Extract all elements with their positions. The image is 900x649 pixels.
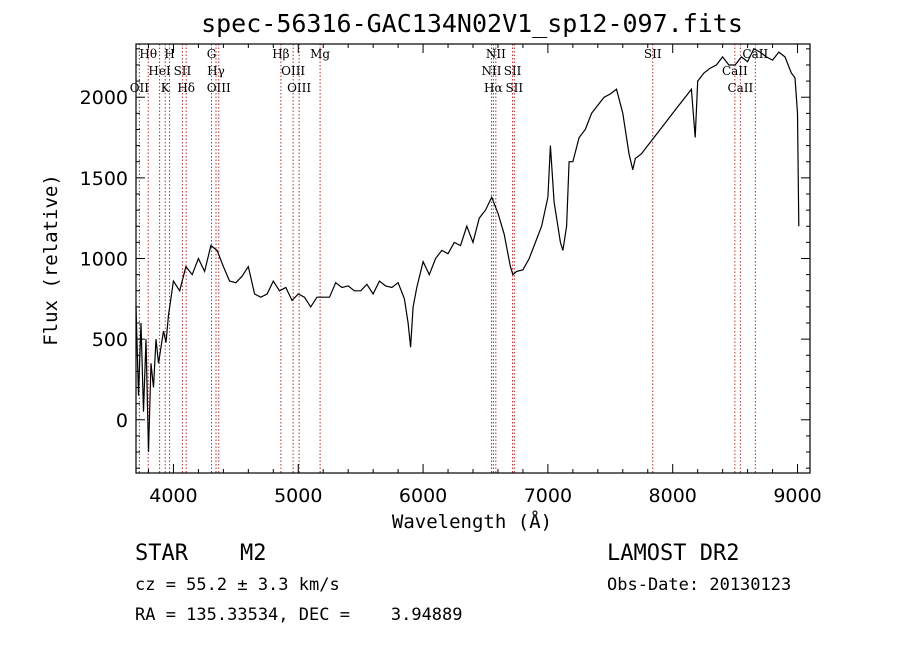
y-axis-label: Flux (relative) (40, 174, 62, 346)
x-tick-label: 4000 (149, 485, 197, 507)
spectral-line-label: OII (130, 81, 150, 95)
spectral-line-label: Mg (310, 47, 330, 61)
spectral-line-label: H (164, 47, 174, 61)
spectral-line-label: SII (505, 81, 523, 95)
spectral-line-label: K (161, 81, 171, 95)
object-class: STAR (135, 541, 189, 566)
spectral-line-label: NII (486, 47, 506, 61)
spectral-line-label: Hδ (177, 81, 195, 95)
spectral-line-label: CaII (742, 47, 768, 61)
y-tick-label: 1000 (80, 249, 128, 271)
coordinates: RA = 135.33534, DEC = 3.94889 (135, 605, 463, 625)
redshift-readout: cz = 55.2 ± 3.3 km/s (135, 575, 340, 595)
spectral-line-label: SII (504, 64, 522, 78)
x-tick-label: 5000 (274, 485, 322, 507)
y-tick-label: 1500 (80, 168, 128, 190)
x-tick-label: 7000 (524, 485, 572, 507)
spectral-line-label: HeI (148, 64, 171, 78)
chart-title: spec-56316-GAC134N02V1_sp12-097.fits (201, 9, 743, 38)
spectral-line-label: G (207, 47, 217, 61)
spectral-line-label: SII (174, 64, 192, 78)
spectral-line-markers (138, 44, 756, 473)
subclass: M2 (240, 541, 267, 566)
spectral-line-label: CaII (722, 64, 748, 78)
spectral-line-label: OIII (281, 64, 305, 78)
spectral-line-label: OIII (207, 81, 231, 95)
spectrum-line (135, 47, 800, 453)
spectral-line-label: OIII (287, 81, 311, 95)
x-tick-label: 8000 (649, 485, 697, 507)
y-tick-label: 2000 (80, 87, 128, 109)
x-axis-label: Wavelength (Å) (392, 510, 552, 533)
spectral-line-label: Hα (484, 81, 503, 95)
x-tick-label: 6000 (399, 485, 447, 507)
spectral-line-label: Hγ (207, 64, 225, 78)
y-axis-ticks: 0 500 1000 1500 2000 (80, 48, 810, 469)
spectral-line-labels: OIIHθHeIKHSIIHδGHγOIIIHβOIIIOIIIMgNIIHαN… (130, 47, 769, 95)
spectral-line-label: Hβ (272, 47, 289, 61)
spectral-line-label: CaII (727, 81, 753, 95)
spectral-line-label: SII (644, 47, 662, 61)
spectral-line-label: Hθ (139, 47, 157, 61)
x-tick-label: 9000 (773, 485, 821, 507)
survey-name: LAMOST DR2 (607, 541, 739, 566)
plot-frame (135, 43, 811, 474)
obs-date: Obs-Date: 20130123 (607, 575, 791, 595)
spectral-line-label: NII (481, 64, 501, 78)
y-tick-label: 0 (116, 410, 128, 432)
x-axis-ticks: 4000 5000 6000 7000 8000 9000 (147, 44, 822, 507)
y-tick-label: 500 (92, 329, 128, 351)
